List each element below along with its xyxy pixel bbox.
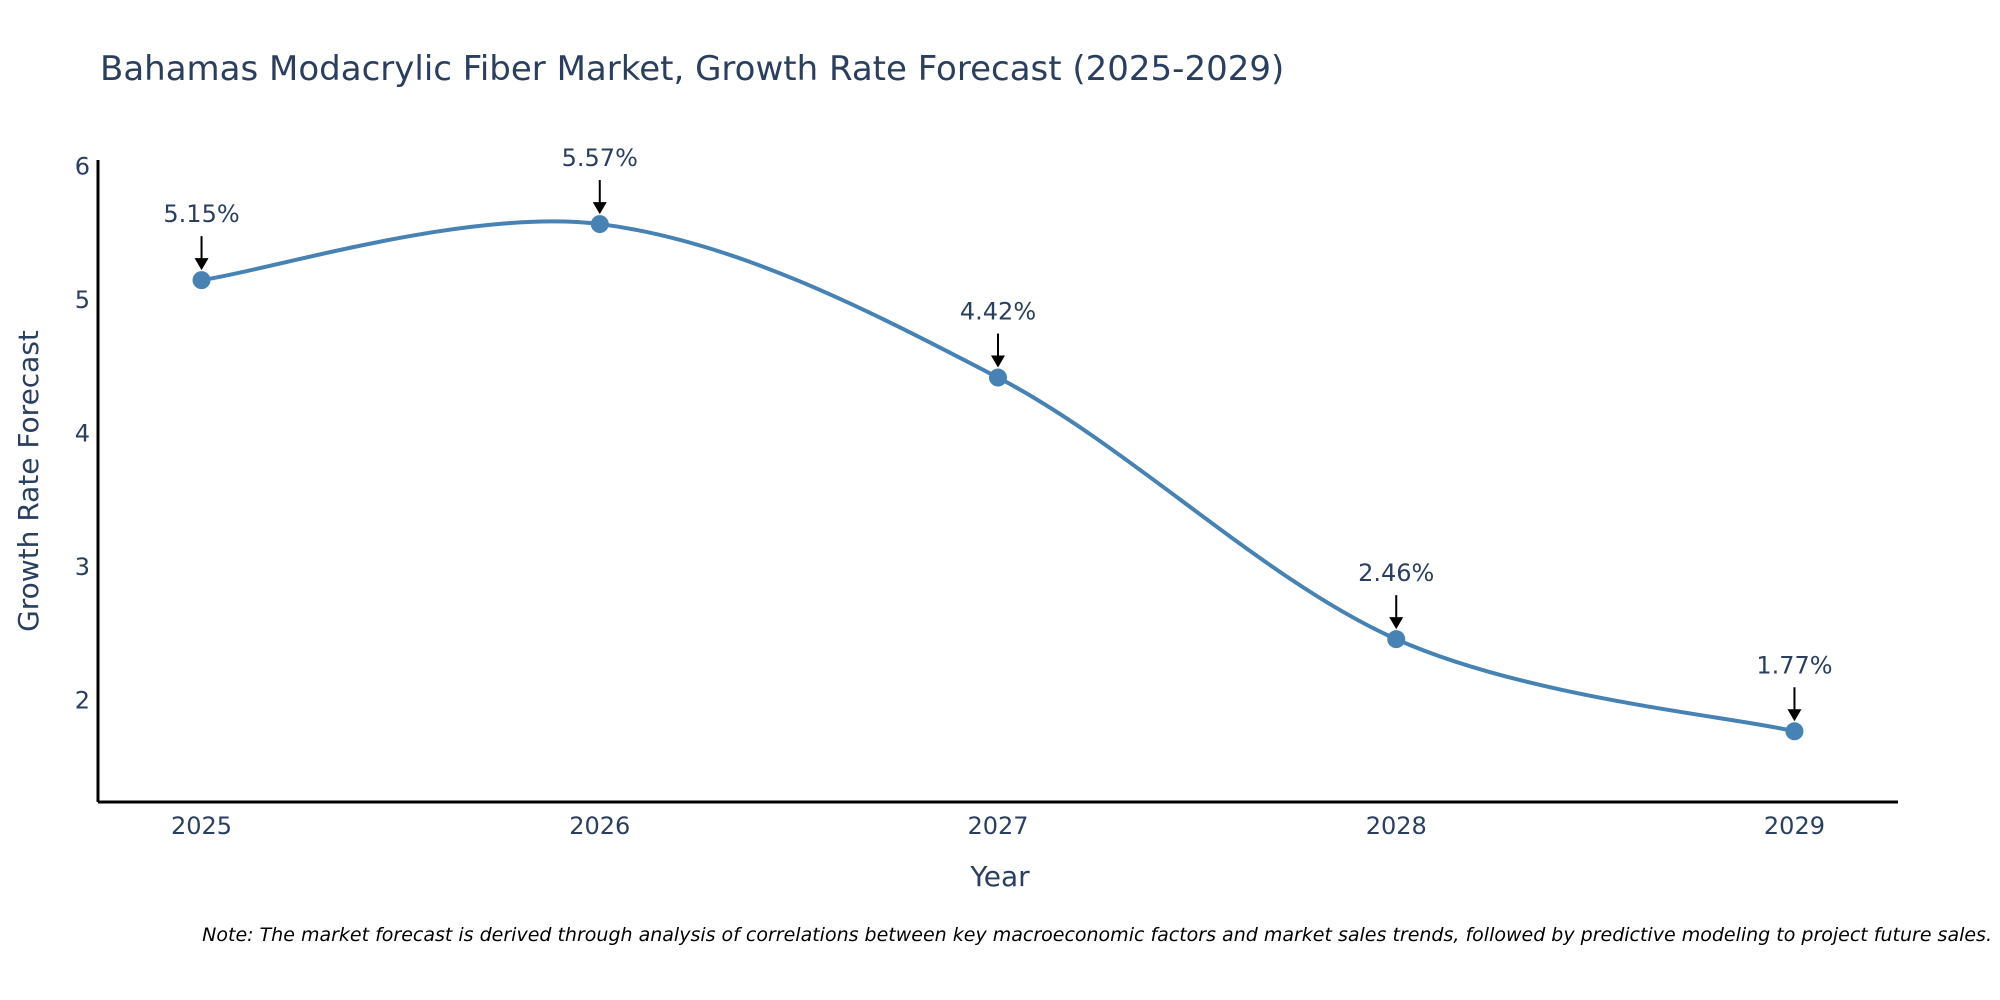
x-tick-label: 2025 xyxy=(171,812,232,840)
data-label: 5.15% xyxy=(163,200,239,228)
x-axis-ticks: 2025 2026 2027 2028 2029 xyxy=(171,812,1825,840)
data-markers xyxy=(192,215,1804,741)
data-point xyxy=(590,215,609,234)
data-label: 4.42% xyxy=(960,298,1036,326)
data-label: 5.57% xyxy=(562,144,638,172)
data-point xyxy=(1785,722,1804,741)
chart-title: Bahamas Modacrylic Fiber Market, Growth … xyxy=(100,49,1284,89)
x-axis-title: Year xyxy=(969,860,1030,893)
x-tick-label: 2028 xyxy=(1366,812,1427,840)
y-tick-label: 5 xyxy=(75,286,90,314)
data-annotations: 5.15% 5.57% 4.42% 2.46% 1.77% xyxy=(163,144,1833,722)
annotation-arrow-head xyxy=(592,202,607,215)
x-tick-label: 2029 xyxy=(1764,812,1825,840)
x-tick-label: 2026 xyxy=(569,812,630,840)
y-axis-title: Growth Rate Forecast xyxy=(12,330,45,632)
x-tick-label: 2027 xyxy=(967,812,1028,840)
annotation-arrow-head xyxy=(991,355,1005,368)
data-point xyxy=(192,271,211,290)
footnote: Note: The market forecast is derived thr… xyxy=(202,924,1992,946)
annotation-arrow-head xyxy=(194,258,209,271)
data-label: 2.46% xyxy=(1358,559,1434,587)
annotation-arrow-head xyxy=(1389,617,1404,630)
y-tick-label: 3 xyxy=(75,553,90,581)
annotation-arrow-head xyxy=(1787,709,1802,722)
y-axis-ticks: 2 3 4 5 6 xyxy=(75,153,90,715)
y-tick-label: 4 xyxy=(75,420,90,448)
data-point xyxy=(1387,630,1406,649)
y-tick-label: 6 xyxy=(75,153,90,181)
data-label: 1.77% xyxy=(1756,651,1832,679)
y-tick-label: 2 xyxy=(75,687,90,715)
data-point xyxy=(989,368,1007,387)
